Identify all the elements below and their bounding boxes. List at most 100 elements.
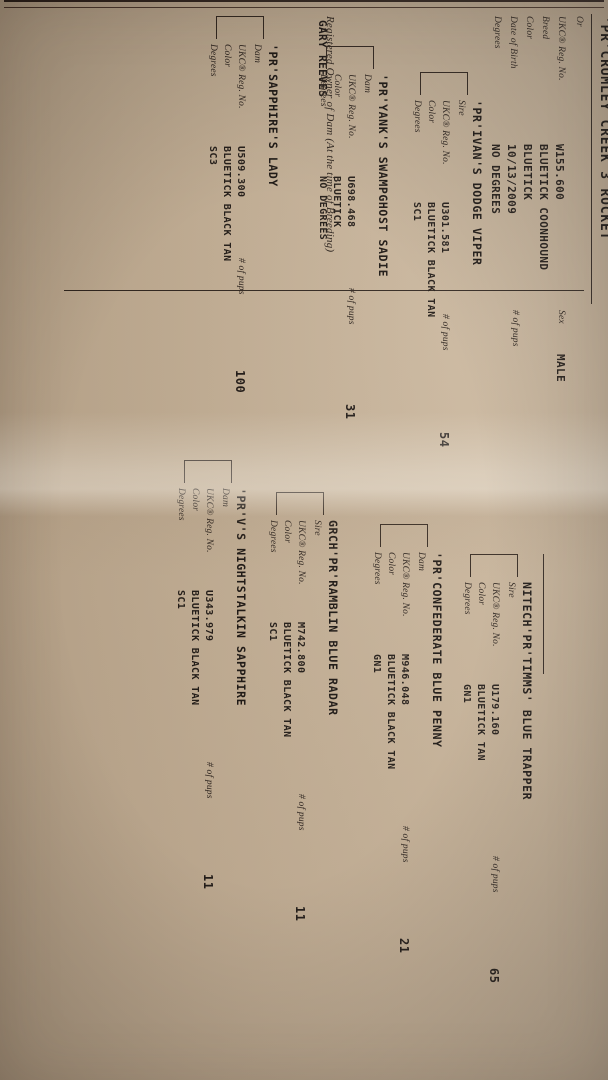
label-reg-no: UKC® Reg. No. [556, 16, 566, 81]
gen2-sire-a-degrees: GN1 [461, 684, 472, 704]
gen2-sire-a-reg-no: U179.160 [489, 684, 500, 736]
label-pups-gen1-dam-b: # of pups [236, 258, 246, 295]
gen1-dam-b-reg-no: U509.300 [235, 146, 246, 198]
label-color-gen2-sire-a: Color [476, 582, 486, 606]
subject-sex-value: MALE [554, 354, 567, 383]
subject-dog-title: 'PR'CRUMLEY CREEK 3 ROCKET [597, 16, 608, 241]
label-or: Or [574, 16, 584, 27]
label-sex: Sex [556, 310, 566, 324]
label-color: Color [524, 16, 534, 40]
column-separator-line [64, 290, 584, 291]
gen2-dam-b-role: Dam [220, 488, 230, 508]
label-degrees-gen2-sire-b: Degrees [268, 520, 278, 553]
label-reg-no-gen2-sire-a: UKC® Reg. No. [490, 582, 500, 647]
gen2-sire-b-pups: 11 [293, 906, 307, 922]
gen1-sire-reg-no: U301.581 [439, 202, 450, 254]
bracket-gen2-dam-a [380, 524, 428, 547]
label-color-gen2-dam-b: Color [190, 488, 200, 512]
label-pups-gen2-dam-b: # of pups [204, 762, 214, 799]
label-reg-no-gen2-sire-b: UKC® Reg. No. [296, 520, 306, 585]
subject-reg-no: W155.600 [553, 144, 566, 201]
label-pups-subject: # of pups [510, 310, 520, 347]
gen1-dam-a-color: BLUETICK [331, 176, 342, 228]
label-color-gen1-sire: Color [426, 100, 436, 124]
label-pups-gen2-sire-a: # of pups [490, 856, 500, 893]
gen1-dam-a-role: Dam [362, 74, 372, 94]
gen2-dam-a-role: Dam [416, 552, 426, 572]
bracket-gen2-dam-b [184, 460, 232, 483]
gen1-dam-a-name: 'PR'YANK'S SWAMPGHOST SADIE [376, 74, 390, 278]
gen1-sire-degrees: SC1 [411, 202, 422, 222]
generation2-divider-line [543, 554, 544, 674]
label-color-gen2-sire-b: Color [282, 520, 292, 544]
label-pups-gen2-sire-b: # of pups [296, 794, 306, 831]
gen2-sire-a-role: Sire [506, 582, 516, 598]
bracket-gen2-sire-a [470, 554, 518, 577]
gen2-dam-a-pups: 21 [397, 938, 411, 954]
gen1-sire-role: Sire [456, 100, 466, 116]
label-reg-no-gen1-dam-b: UKC® Reg. No. [236, 44, 246, 109]
gen2-dam-a-reg-no: M946.048 [399, 654, 410, 706]
bracket-gen2-sire-b [276, 492, 324, 515]
gen2-sire-b-role: Sire [312, 520, 322, 536]
label-date-of-birth: Date of Birth [508, 16, 518, 69]
subject-color: BLUETICK [521, 144, 534, 201]
label-pups-gen1-dam-a: # of pups [346, 288, 356, 325]
label-reg-no-gen1-sire: UKC® Reg. No. [440, 100, 450, 165]
label-pups-gen2-dam-a: # of pups [400, 826, 410, 863]
gen1-dam-a-reg-no: U698.468 [345, 176, 356, 228]
gen2-dam-b-name: 'PR'V'S NIGHTSTALKIN SAPPHIRE [234, 488, 248, 707]
subject-breed: BLUETICK COONHOUND [537, 144, 550, 271]
label-reg-no-gen2-dam-b: UKC® Reg. No. [204, 488, 214, 553]
gen1-dam-b-pups: 100 [233, 370, 247, 394]
label-pups-gen1-sire: # of pups [440, 314, 450, 351]
heading-divider-line [591, 14, 592, 304]
gen1-sire-color: BLUETICK BLACK TAN [425, 202, 436, 318]
subject-degrees: NO DEGREES [489, 144, 502, 215]
label-degrees: Degrees [492, 16, 502, 49]
label-degrees-gen2-sire-a: Degrees [462, 582, 472, 615]
gen2-sire-b-name: GRCH'PR'RAMBLIN BLUE RADAR [326, 520, 340, 716]
bracket-gen1-sire [420, 72, 468, 95]
gen2-sire-a-pups: 65 [487, 968, 501, 984]
gen1-dam-b-role: Dam [252, 44, 262, 64]
gen2-dam-a-color: BLUETICK BLACK TAN [385, 654, 396, 770]
gen2-dam-b-color: BLUETICK BLACK TAN [189, 590, 200, 706]
gen1-dam-b-degrees: SC3 [207, 146, 218, 166]
label-color-gen1-dam-b: Color [222, 44, 232, 68]
gen2-sire-b-reg-no: M742.800 [295, 622, 306, 674]
label-degrees-gen1-dam-a: Degrees [318, 74, 328, 107]
gen2-sire-b-degrees: SC1 [267, 622, 278, 642]
gen1-sire-pups: 54 [437, 432, 451, 448]
label-reg-no-gen1-dam-a: UKC® Reg. No. [346, 74, 356, 139]
border-rule-middle [4, 0, 604, 2]
gen2-dam-b-degrees: SC1 [175, 590, 186, 610]
bracket-gen1-dam-b [216, 16, 264, 39]
gen2-dam-b-reg-no: U343.979 [203, 590, 214, 642]
gen2-sire-a-color: BLUETICK TAN [475, 684, 486, 762]
gen1-dam-a-degrees: NO DEGREES [317, 176, 328, 241]
gen2-dam-a-degrees: GN1 [371, 654, 382, 674]
label-degrees-gen1-sire: Degrees [412, 100, 422, 133]
border-rule-inner [4, 7, 604, 8]
label-reg-no-gen2-dam-a: UKC® Reg. No. [400, 552, 410, 617]
label-degrees-gen1-dam-b: Degrees [208, 44, 218, 77]
gen2-sire-a-name: NITECH'PR'TIMMS' BLUE TRAPPER [520, 582, 534, 801]
gen2-dam-b-pups: 11 [201, 874, 215, 890]
subject-dob: 10/13/2009 [505, 144, 518, 215]
gen1-dam-b-color: BLUETICK BLACK TAN [221, 146, 232, 262]
gen2-dam-a-name: 'PR'CONFEDERATE BLUE PENNY [430, 552, 444, 748]
gen2-sire-b-color: BLUETICK BLACK TAN [281, 622, 292, 738]
bracket-gen1-dam-a [326, 46, 374, 69]
label-color-gen1-dam-a: Color [332, 74, 342, 98]
label-degrees-gen2-dam-a: Degrees [372, 552, 382, 585]
label-color-gen2-dam-a: Color [386, 552, 396, 576]
label-degrees-gen2-dam-b: Degrees [176, 488, 186, 521]
label-breed: Breed [540, 16, 550, 40]
gen1-dam-b-name: 'PR'SAPPHIRE'S LADY [266, 44, 280, 187]
gen1-dam-a-pups: 31 [343, 404, 357, 420]
gen1-sire-name: 'PR'IVAN'S DODGE VIPER [470, 100, 484, 266]
